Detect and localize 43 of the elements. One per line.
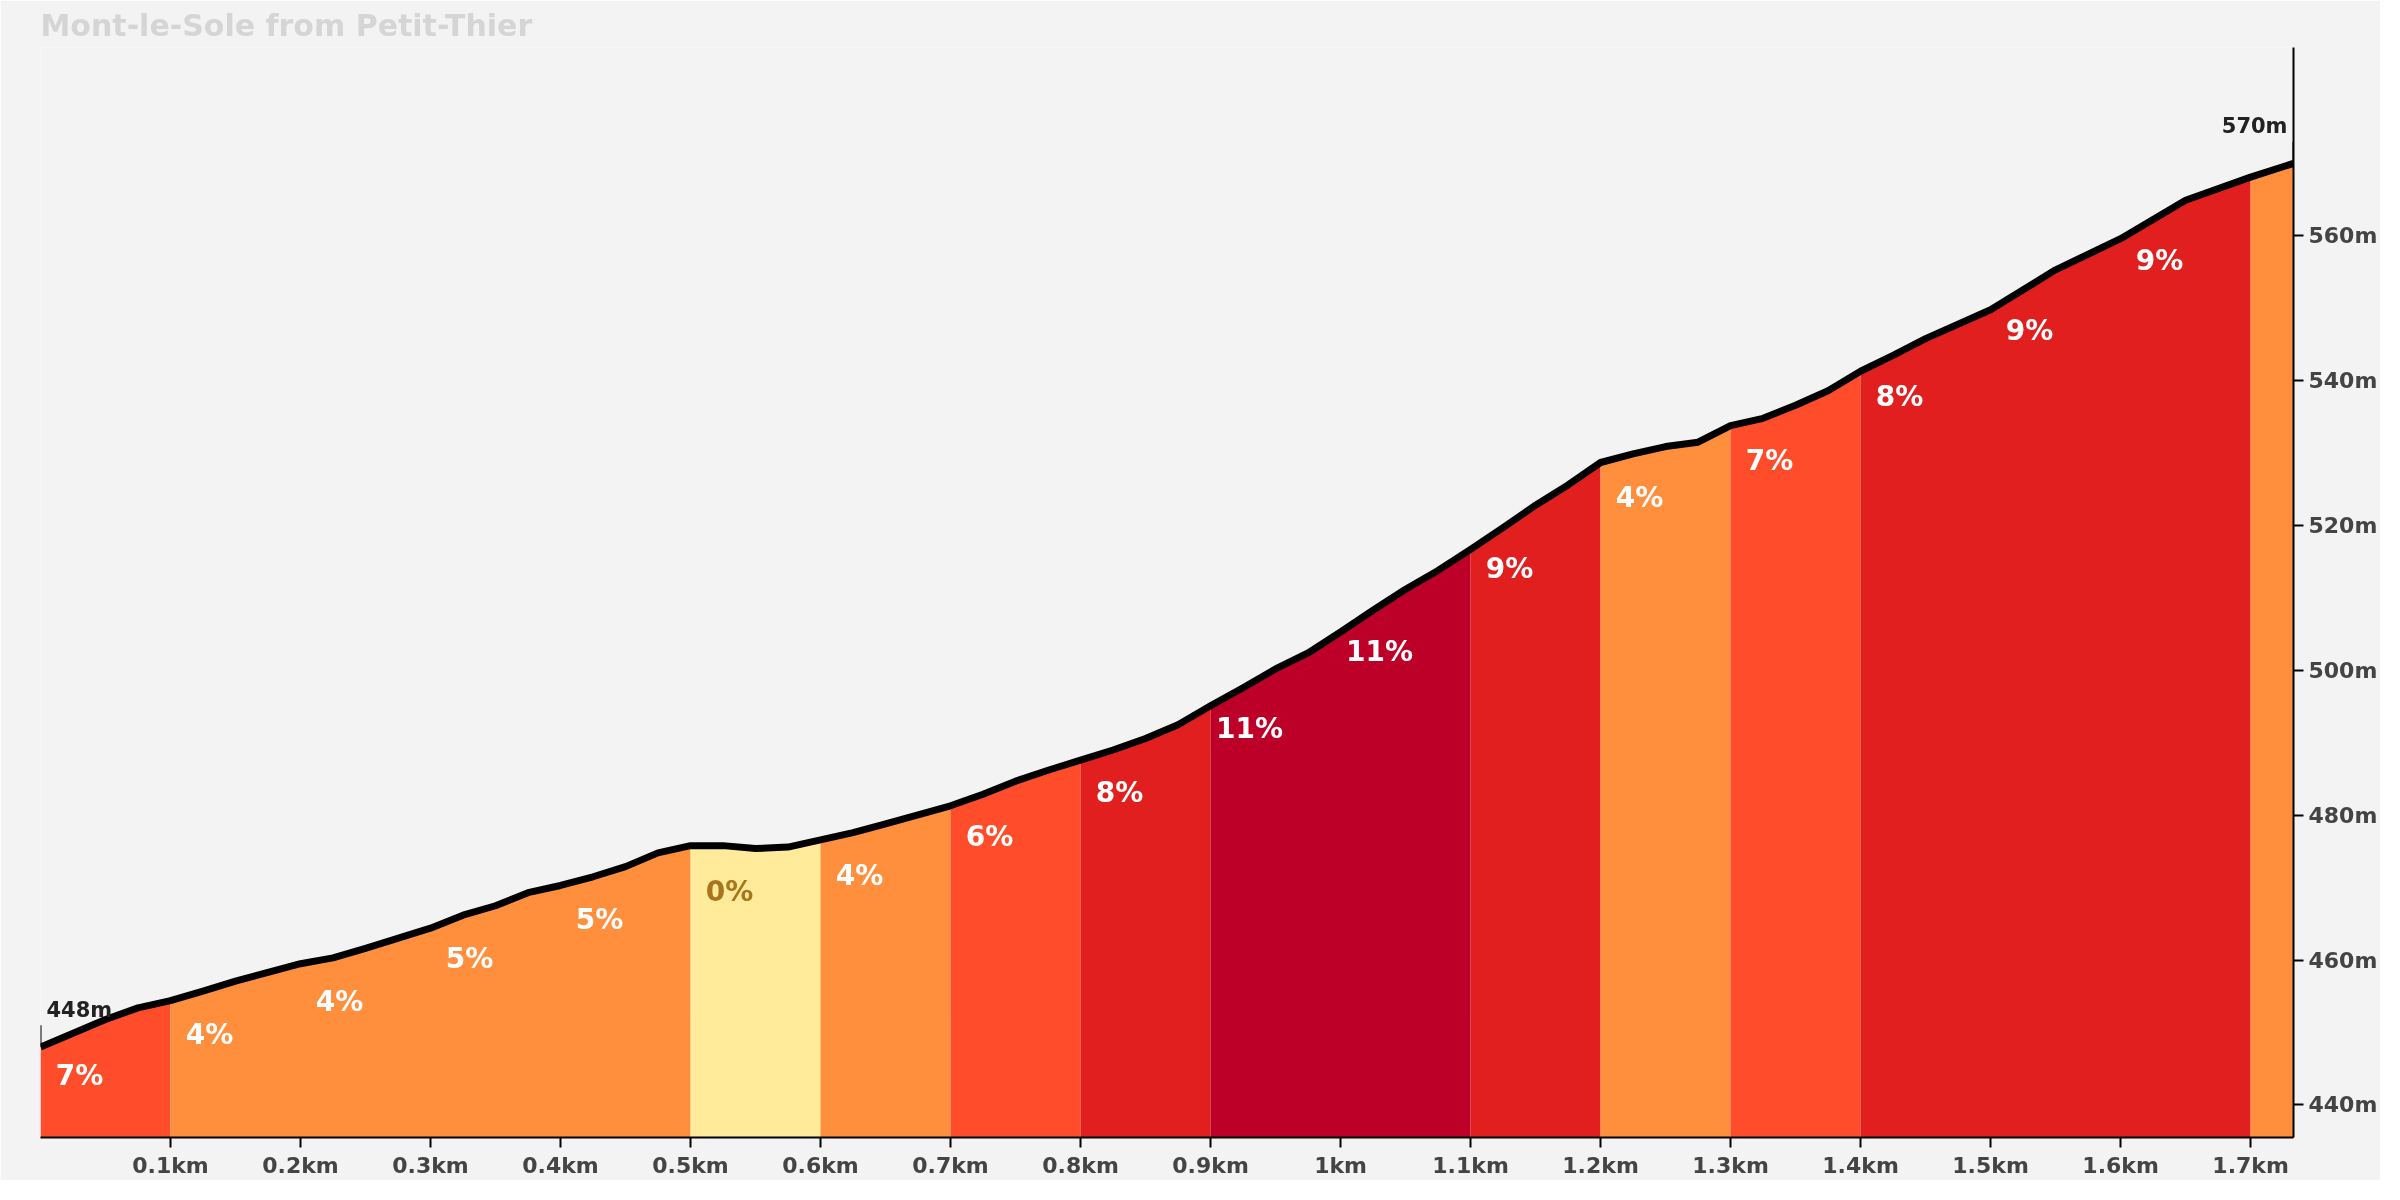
x-tick-label: 0.6km bbox=[782, 1152, 859, 1178]
annotation: 8% bbox=[1875, 380, 1924, 414]
annotation: 4% bbox=[835, 859, 884, 893]
x-tick-label: 0.9km bbox=[1172, 1152, 1249, 1178]
x-tick-label: 1.5km bbox=[1952, 1152, 2029, 1178]
annotation: 7% bbox=[1745, 444, 1794, 478]
x-tick-label: 0.5km bbox=[652, 1152, 729, 1178]
x-tick-label: 1.1km bbox=[1432, 1152, 1509, 1178]
annotation: 0% bbox=[705, 874, 754, 908]
y-tick-label: 520m bbox=[2308, 513, 2378, 539]
annotation: 4% bbox=[1615, 480, 1664, 514]
annotation: 11% bbox=[1346, 634, 1414, 668]
annotation: 570m bbox=[2221, 114, 2288, 139]
y-tick-label: 460m bbox=[2308, 947, 2378, 973]
x-tick-label: 1.2km bbox=[1562, 1152, 1639, 1178]
annotation: 9% bbox=[2135, 244, 2184, 278]
annotation: 6% bbox=[965, 820, 1014, 854]
x-tick-label: 1.7km bbox=[2212, 1152, 2289, 1178]
x-tick-label: 0.4km bbox=[522, 1152, 599, 1178]
x-tick-label: 0.8km bbox=[1042, 1152, 1119, 1178]
x-tick-label: 1.4km bbox=[1822, 1152, 1899, 1178]
y-tick-label: 500m bbox=[2308, 657, 2378, 683]
x-tick-label: 1.6km bbox=[2082, 1152, 2159, 1178]
annotation: 8% bbox=[1095, 776, 1144, 810]
x-tick-label: 0.2km bbox=[262, 1152, 339, 1178]
annotation: 4% bbox=[315, 984, 364, 1018]
annotation: 448m bbox=[46, 997, 113, 1022]
y-tick-label: 440m bbox=[2308, 1092, 2378, 1118]
y-tick-label: 560m bbox=[2308, 223, 2378, 249]
y-tick-label: 480m bbox=[2308, 802, 2378, 828]
x-tick-label: 0.3km bbox=[392, 1152, 469, 1178]
annotation: 9% bbox=[2005, 314, 2054, 348]
annotation: 5% bbox=[445, 941, 494, 975]
x-tick-label: 1.3km bbox=[1692, 1152, 1769, 1178]
annotation: 11% bbox=[1216, 712, 1284, 746]
annotation: 4% bbox=[185, 1017, 234, 1051]
x-tick-label: 1km bbox=[1314, 1152, 1367, 1178]
x-tick-label: 0.7km bbox=[912, 1152, 989, 1178]
annotation: 9% bbox=[1485, 551, 1534, 585]
y-tick-label: 540m bbox=[2308, 368, 2378, 394]
x-tick-label: 0.1km bbox=[132, 1152, 209, 1178]
annotation: 7% bbox=[55, 1058, 104, 1092]
annotation: 5% bbox=[575, 903, 624, 937]
